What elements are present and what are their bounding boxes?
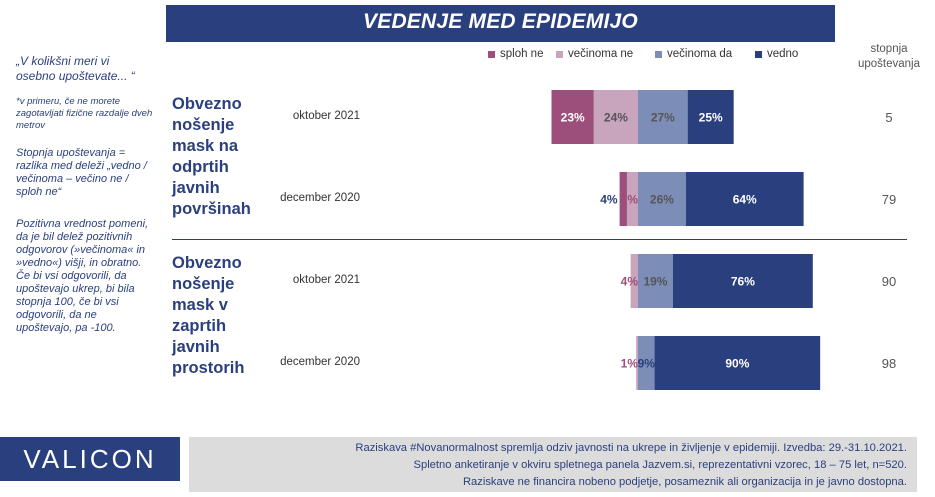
bar-value-label: 6% xyxy=(621,193,639,207)
bar-segment xyxy=(638,254,673,308)
valicon-logo: VALICON xyxy=(0,437,180,481)
logo-text: VALICON xyxy=(23,444,157,474)
row-label: december 2020 xyxy=(280,192,360,204)
bar-value-label: 4% xyxy=(621,275,639,289)
legend-label: večinoma ne xyxy=(568,48,634,60)
group-label-outdoor: Obvezno nošenje mask na odprtih javnih p… xyxy=(172,95,251,218)
bar-segment xyxy=(638,90,688,144)
legend-item-vedno: vedno xyxy=(755,48,798,60)
footer-line-1: Raziskava #Novanormalnost spremlja odziv… xyxy=(355,442,907,454)
legend-item-vecinoma-da: večinoma da xyxy=(655,48,732,60)
score-definition: Stopnja upoštevanja = razlika med deleži… xyxy=(16,147,147,198)
score-value: 79 xyxy=(881,192,897,207)
bar-segment xyxy=(636,336,638,390)
bar-value-label: 90% xyxy=(725,357,749,371)
bar-value-label: 23% xyxy=(561,111,585,125)
score-header: stopnja upoštevanja xyxy=(848,42,930,72)
legend-label: vedno xyxy=(767,48,799,60)
row-label: oktober 2021 xyxy=(292,274,360,286)
bar-value-label: 27% xyxy=(651,111,675,125)
page-title: VEDENJE MED EPIDEMIJO xyxy=(363,10,638,33)
bar-value-label: 76% xyxy=(731,275,755,289)
bar-segment xyxy=(630,254,638,308)
legend-item-vecinoma-ne: večinoma ne xyxy=(556,48,633,60)
bar-segment xyxy=(687,90,734,144)
bar-segment xyxy=(638,172,686,226)
bar-value-label: 19% xyxy=(643,275,667,289)
score-value: 98 xyxy=(881,356,897,371)
group-label-indoor: Obvezno nošenje mask v zaprtih javnih pr… xyxy=(172,254,245,377)
bar-value-label: 26% xyxy=(650,193,674,207)
bar-value-label: 64% xyxy=(733,193,757,207)
bar-segment xyxy=(619,172,627,226)
survey-question: „V kolikšni meri vi osebno upoštevate...… xyxy=(16,54,135,83)
legend-swatch xyxy=(755,50,762,58)
footer-line-3: Raziskave ne financira nobeno podjetje, … xyxy=(462,476,907,488)
bar-value-label: 4% xyxy=(600,193,618,207)
bar-segment xyxy=(654,336,821,390)
legend-item-sploh-ne: sploh ne xyxy=(488,48,543,60)
score-header-line2: upoštevanja xyxy=(857,58,921,70)
row-label: oktober 2021 xyxy=(292,110,360,122)
bar-value-label: 9% xyxy=(638,357,656,371)
bar-value-label: 24% xyxy=(604,111,628,125)
row-label: december 2020 xyxy=(280,356,360,368)
bar-value-label: 1% xyxy=(621,357,639,371)
survey-note: *v primeru, če ne morete zagotavljati fi… xyxy=(16,96,153,131)
score-header-line1: stopnja xyxy=(870,43,908,55)
footer-info: Raziskava #Novanormalnost spremlja odziv… xyxy=(189,437,917,492)
bar-segment xyxy=(672,254,813,308)
bar-value-label: 25% xyxy=(699,111,723,125)
legend-swatch xyxy=(488,50,495,58)
bar-segment xyxy=(638,336,655,390)
bar-segment xyxy=(626,172,638,226)
legend-swatch xyxy=(556,50,563,58)
group-divider xyxy=(172,239,907,240)
score-explanation: Pozitivna vrednost pomeni, da je bil del… xyxy=(16,218,149,334)
legend-swatch xyxy=(655,50,662,58)
score-value: 90 xyxy=(881,274,897,289)
bar-segment xyxy=(685,172,804,226)
legend-label: večinoma da xyxy=(667,48,733,60)
bar-segment xyxy=(593,90,638,144)
score-value: 5 xyxy=(885,110,893,125)
legend-label: sploh ne xyxy=(500,48,544,60)
bar-segment xyxy=(551,90,594,144)
footer-line-2: Spletno anketiranje v okviru spletnega p… xyxy=(413,459,907,471)
title-bar: VEDENJE MED EPIDEMIJO xyxy=(166,5,835,42)
